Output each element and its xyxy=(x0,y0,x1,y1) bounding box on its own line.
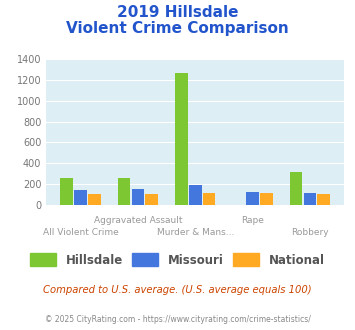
Bar xyxy=(175,73,188,205)
Text: Murder & Mans...: Murder & Mans... xyxy=(157,228,234,237)
Bar xyxy=(290,173,302,205)
Bar xyxy=(145,194,158,205)
Text: 2019 Hillsdale: 2019 Hillsdale xyxy=(117,5,238,20)
Text: Aggravated Assault: Aggravated Assault xyxy=(94,216,182,225)
Bar xyxy=(260,193,273,205)
Bar xyxy=(304,193,316,205)
Bar xyxy=(189,185,202,205)
Legend: Hillsdale, Missouri, National: Hillsdale, Missouri, National xyxy=(26,248,329,271)
Text: Violent Crime Comparison: Violent Crime Comparison xyxy=(66,21,289,36)
Text: Robbery: Robbery xyxy=(291,228,329,237)
Text: © 2025 CityRating.com - https://www.cityrating.com/crime-statistics/: © 2025 CityRating.com - https://www.city… xyxy=(45,315,310,324)
Bar xyxy=(203,193,215,205)
Bar xyxy=(118,178,130,205)
Bar xyxy=(132,188,144,205)
Text: Rape: Rape xyxy=(241,216,264,225)
Bar xyxy=(60,178,73,205)
Bar xyxy=(317,193,330,205)
Bar xyxy=(246,192,259,205)
Bar xyxy=(88,194,100,205)
Text: All Violent Crime: All Violent Crime xyxy=(43,228,119,237)
Bar xyxy=(74,189,87,205)
Text: Compared to U.S. average. (U.S. average equals 100): Compared to U.S. average. (U.S. average … xyxy=(43,285,312,295)
